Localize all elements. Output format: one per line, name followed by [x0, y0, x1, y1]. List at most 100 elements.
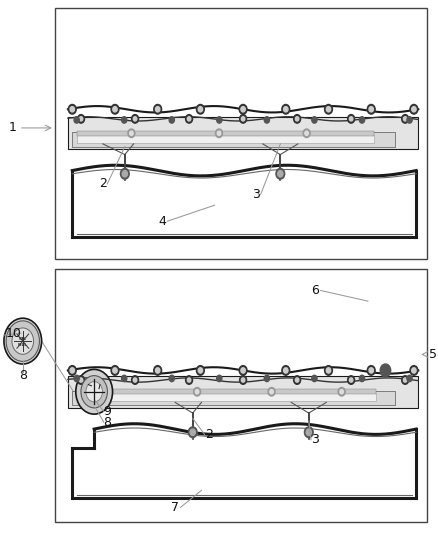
Circle shape — [369, 368, 373, 373]
Circle shape — [198, 107, 202, 112]
Circle shape — [122, 117, 127, 123]
Circle shape — [113, 368, 117, 373]
Circle shape — [133, 117, 137, 121]
Circle shape — [293, 115, 300, 123]
Circle shape — [350, 117, 353, 121]
Circle shape — [305, 131, 308, 135]
Circle shape — [282, 366, 290, 375]
Circle shape — [169, 375, 174, 382]
Circle shape — [122, 171, 127, 177]
Circle shape — [155, 368, 160, 373]
Circle shape — [188, 427, 197, 438]
Text: 8: 8 — [103, 416, 111, 429]
Circle shape — [239, 104, 247, 114]
Circle shape — [169, 117, 174, 123]
Circle shape — [348, 115, 355, 123]
Bar — [77, 135, 374, 143]
Circle shape — [359, 117, 364, 123]
Circle shape — [402, 115, 409, 123]
Circle shape — [407, 375, 412, 382]
Circle shape — [264, 117, 269, 123]
Circle shape — [304, 427, 313, 438]
Circle shape — [348, 376, 355, 384]
Circle shape — [120, 168, 129, 179]
Circle shape — [326, 368, 331, 373]
Circle shape — [79, 117, 83, 121]
Circle shape — [70, 368, 74, 373]
Circle shape — [6, 321, 39, 361]
Circle shape — [241, 117, 245, 121]
Circle shape — [340, 390, 343, 394]
Bar — [72, 132, 395, 147]
Circle shape — [68, 104, 76, 114]
Circle shape — [198, 368, 202, 373]
Circle shape — [306, 429, 311, 435]
Circle shape — [312, 117, 317, 123]
Circle shape — [131, 376, 138, 384]
Circle shape — [410, 366, 418, 375]
Circle shape — [130, 131, 133, 135]
Circle shape — [78, 376, 85, 384]
Circle shape — [217, 131, 221, 135]
Circle shape — [403, 117, 407, 121]
Circle shape — [241, 368, 245, 373]
Circle shape — [68, 366, 76, 375]
Bar — [55, 8, 427, 259]
Circle shape — [155, 107, 160, 112]
Circle shape — [196, 104, 204, 114]
Circle shape — [239, 366, 247, 375]
Circle shape — [241, 107, 245, 112]
Text: 1: 1 — [8, 122, 16, 134]
Circle shape — [295, 378, 299, 382]
Bar — [77, 131, 374, 136]
Text: 4: 4 — [158, 215, 166, 228]
Circle shape — [128, 129, 135, 138]
Circle shape — [403, 378, 407, 382]
Circle shape — [380, 364, 391, 377]
Circle shape — [407, 117, 412, 123]
Circle shape — [12, 328, 34, 354]
Circle shape — [111, 104, 119, 114]
Circle shape — [78, 115, 85, 123]
Circle shape — [217, 117, 222, 123]
Circle shape — [4, 318, 42, 364]
Circle shape — [325, 366, 332, 375]
Circle shape — [402, 376, 409, 384]
Text: 8: 8 — [19, 369, 27, 382]
Circle shape — [283, 107, 288, 112]
Text: 3: 3 — [311, 433, 319, 446]
Text: 7: 7 — [171, 501, 179, 514]
Circle shape — [111, 366, 119, 375]
Bar — [68, 117, 418, 149]
Circle shape — [187, 378, 191, 382]
Circle shape — [326, 107, 331, 112]
Bar — [68, 376, 418, 408]
Circle shape — [240, 376, 247, 384]
Text: 2: 2 — [205, 428, 213, 441]
Circle shape — [412, 107, 416, 112]
Circle shape — [241, 378, 245, 382]
Circle shape — [186, 115, 193, 123]
Circle shape — [187, 117, 191, 121]
Circle shape — [215, 129, 223, 138]
Circle shape — [240, 115, 247, 123]
Text: 9: 9 — [103, 405, 111, 418]
Circle shape — [190, 429, 195, 435]
Bar — [55, 269, 427, 522]
Circle shape — [295, 117, 299, 121]
Bar — [103, 389, 376, 394]
Circle shape — [194, 387, 201, 396]
Text: 3: 3 — [252, 188, 260, 201]
Circle shape — [350, 378, 353, 382]
Circle shape — [76, 369, 113, 414]
Circle shape — [113, 107, 117, 112]
Circle shape — [154, 104, 162, 114]
Circle shape — [359, 375, 364, 382]
Text: 5: 5 — [429, 348, 437, 361]
Circle shape — [303, 129, 310, 138]
Circle shape — [74, 117, 79, 123]
Circle shape — [264, 375, 269, 382]
Circle shape — [369, 107, 373, 112]
Circle shape — [74, 375, 79, 382]
Circle shape — [186, 376, 193, 384]
